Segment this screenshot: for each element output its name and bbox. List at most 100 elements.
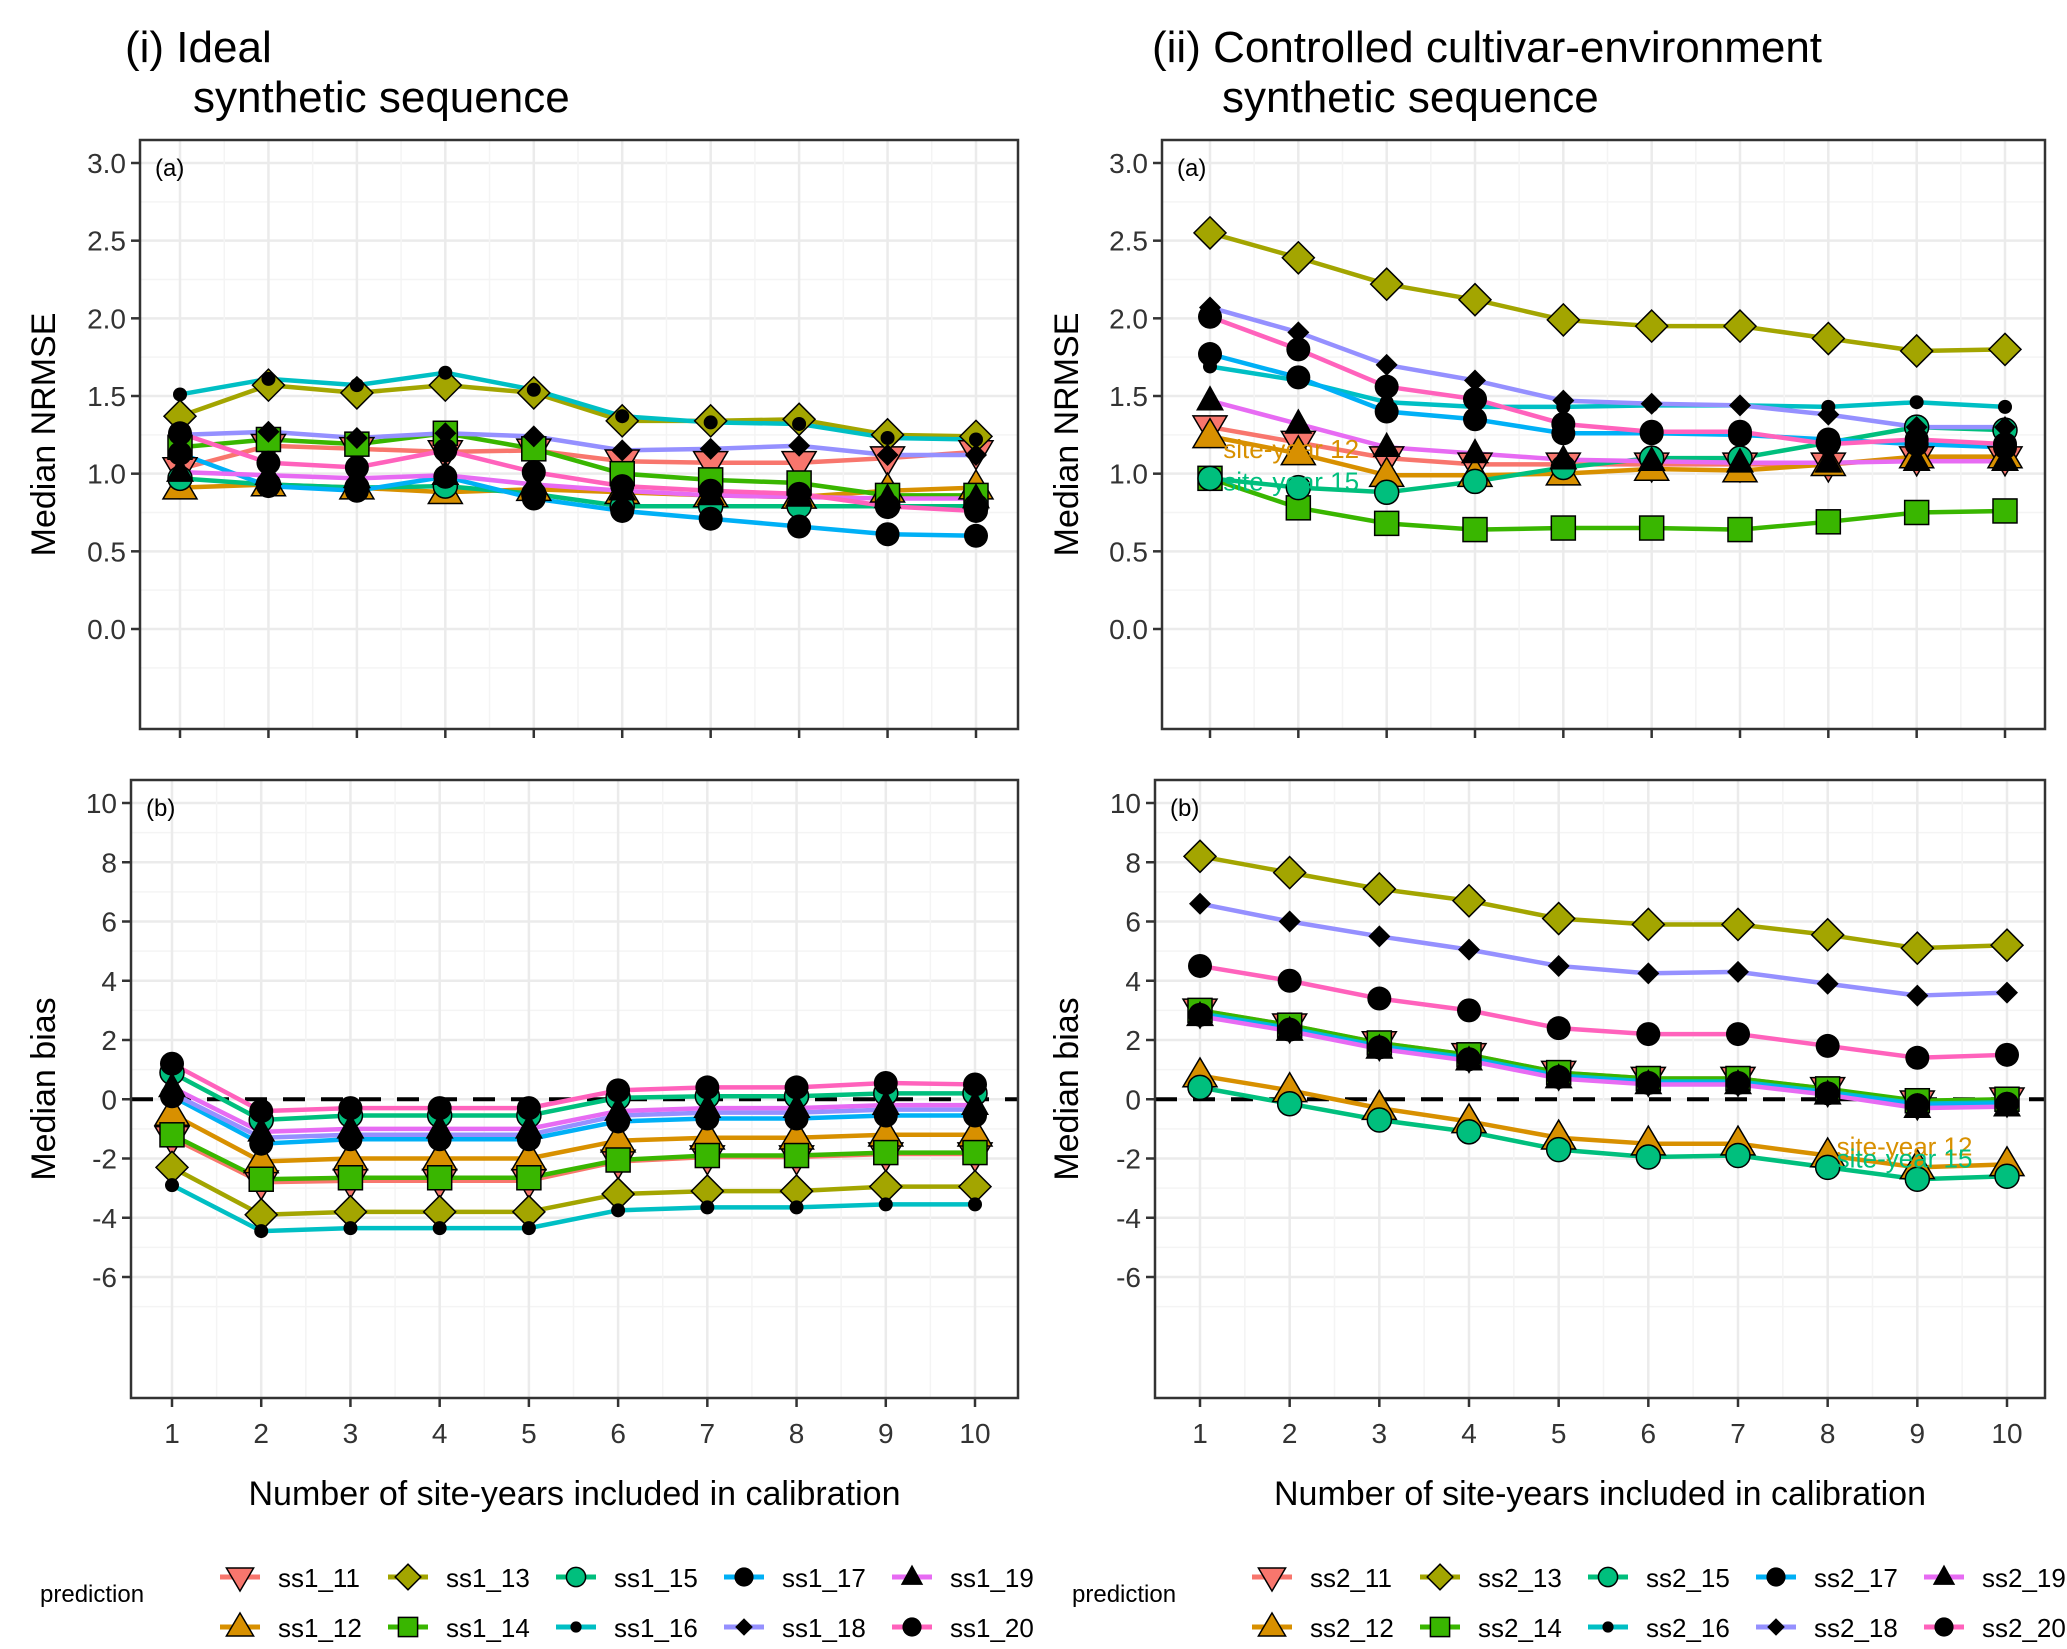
legend-item-ss2_16: ss2_16 (1588, 1613, 1730, 1643)
series-line-ss1_14 (179, 431, 976, 498)
series-line-ss1_17 (170, 1094, 975, 1146)
series-line-ss1_17 (179, 451, 977, 539)
data-point (1817, 403, 1840, 426)
data-point (1640, 392, 1663, 415)
x-tick-label: 5 (1551, 1418, 1567, 1449)
y-tick-label: 0.5 (87, 536, 126, 567)
y-tick-label: -2 (1116, 1144, 1141, 1175)
legend-key-marker (1426, 1563, 1454, 1591)
y-tick-label: -4 (1116, 1203, 1141, 1234)
data-point (1906, 984, 1929, 1007)
data-point (254, 1224, 269, 1239)
data-point (1546, 1016, 1571, 1041)
data-point (248, 1166, 274, 1192)
data-point (1374, 374, 1399, 399)
x-tick-label: 6 (1641, 1418, 1657, 1449)
column-title-i-line1: (i) Ideal (125, 23, 272, 72)
y-tick-label: 6 (1125, 907, 1141, 938)
y-tick-label: 0 (1125, 1084, 1141, 1115)
series-line-ss1_16 (179, 370, 977, 442)
data-point (1726, 447, 1754, 473)
data-point (1277, 968, 1302, 993)
data-point (1725, 1142, 1751, 1169)
series-markers-ss1_13 (162, 368, 994, 454)
data-point (1373, 479, 1400, 506)
data-point (606, 1078, 631, 1103)
data-point (428, 368, 463, 403)
legend-key-marker (1767, 1618, 1785, 1636)
series-markers-ss2_13 (1182, 839, 2025, 966)
data-point (434, 422, 457, 445)
data-point (1900, 931, 1935, 966)
y-tick-label: 2.5 (87, 226, 126, 257)
x-axis-title: Number of site-years included in calibra… (1274, 1475, 1926, 1513)
data-point (1191, 417, 1229, 449)
column-title-ii-line2: synthetic sequence (1222, 73, 1599, 122)
x-tick-label: 9 (878, 1418, 894, 1449)
data-point (964, 498, 988, 523)
legend-ss2: prediction ss2_11 ss2_12 ss2_13 ss2_14 ss2_15… (1072, 1563, 2066, 1643)
data-point (1458, 938, 1480, 961)
data-point (792, 416, 807, 431)
data-point (784, 1075, 809, 1100)
data-point (1368, 925, 1391, 948)
legend-label: ss1_15 (614, 1563, 698, 1593)
data-point (1903, 499, 1930, 526)
legend-key-marker (570, 1621, 582, 1633)
data-point (880, 430, 895, 445)
series-line-ss2_20 (1209, 314, 2006, 447)
series-line-ss2_14 (1199, 1008, 2008, 1103)
data-point (526, 382, 541, 397)
panel-tag: (b) (146, 795, 175, 822)
y-tick-label: 2 (1125, 1025, 1141, 1056)
data-point (605, 1147, 631, 1173)
data-point (247, 1116, 276, 1142)
data-point (1631, 907, 1666, 942)
legend-title: prediction (40, 1581, 144, 1608)
y-tick-label: 2.0 (1109, 303, 1148, 334)
data-point (1899, 333, 1934, 369)
legend-label: ss1_12 (278, 1613, 362, 1643)
y-tick-label: -4 (92, 1203, 117, 1234)
series-markers-ss2_20 (1188, 953, 2019, 1070)
x-tick-label: 8 (789, 1418, 805, 1449)
data-point (1638, 515, 1665, 541)
data-point (783, 1142, 810, 1169)
legend-item-ss1_11: ss1_11 (220, 1563, 360, 1593)
series-line-ss2_16 (1209, 364, 2006, 410)
data-point (432, 1221, 447, 1236)
data-point (787, 514, 812, 539)
data-point (1727, 960, 1749, 983)
legend-item-ss1_20: ss1_20 (892, 1613, 1034, 1643)
x-tick-label: 9 (1910, 1418, 1926, 1449)
series-line-ss2_13 (1199, 854, 2008, 951)
y-tick-label: 1.5 (1109, 381, 1148, 412)
y-tick-label: 6 (101, 907, 117, 938)
data-point (1374, 399, 1399, 424)
data-point (1286, 337, 1311, 362)
data-point (1722, 309, 1758, 344)
data-point (1724, 1069, 1752, 1095)
x-tick-label: 4 (1461, 1418, 1477, 1449)
data-point (1727, 516, 1753, 543)
data-point (875, 494, 900, 519)
legend-label: ss1_11 (278, 1563, 360, 1593)
data-point (1635, 1144, 1662, 1170)
data-point (694, 1142, 721, 1169)
legend-item-ss1_15: ss1_15 (556, 1563, 698, 1593)
data-point (1726, 1022, 1750, 1047)
series-line-ss1_19 (170, 1085, 975, 1135)
legend-key-marker (1934, 1617, 1954, 1637)
data-point (698, 506, 723, 531)
series-line-ss1_18 (179, 429, 976, 458)
y-tick-label: 8 (101, 847, 117, 878)
series-markers-ss1_16 (173, 365, 983, 447)
legend-key-marker (902, 1617, 922, 1637)
x-tick-label: 10 (1991, 1418, 2022, 1449)
data-point (1365, 1033, 1394, 1059)
series-markers-ss1_16 (165, 1178, 982, 1239)
series-line-ss1_11 (179, 443, 977, 472)
data-point (433, 438, 458, 463)
legend-item-ss1_18: ss1_18 (724, 1613, 866, 1643)
data-point (345, 426, 368, 449)
